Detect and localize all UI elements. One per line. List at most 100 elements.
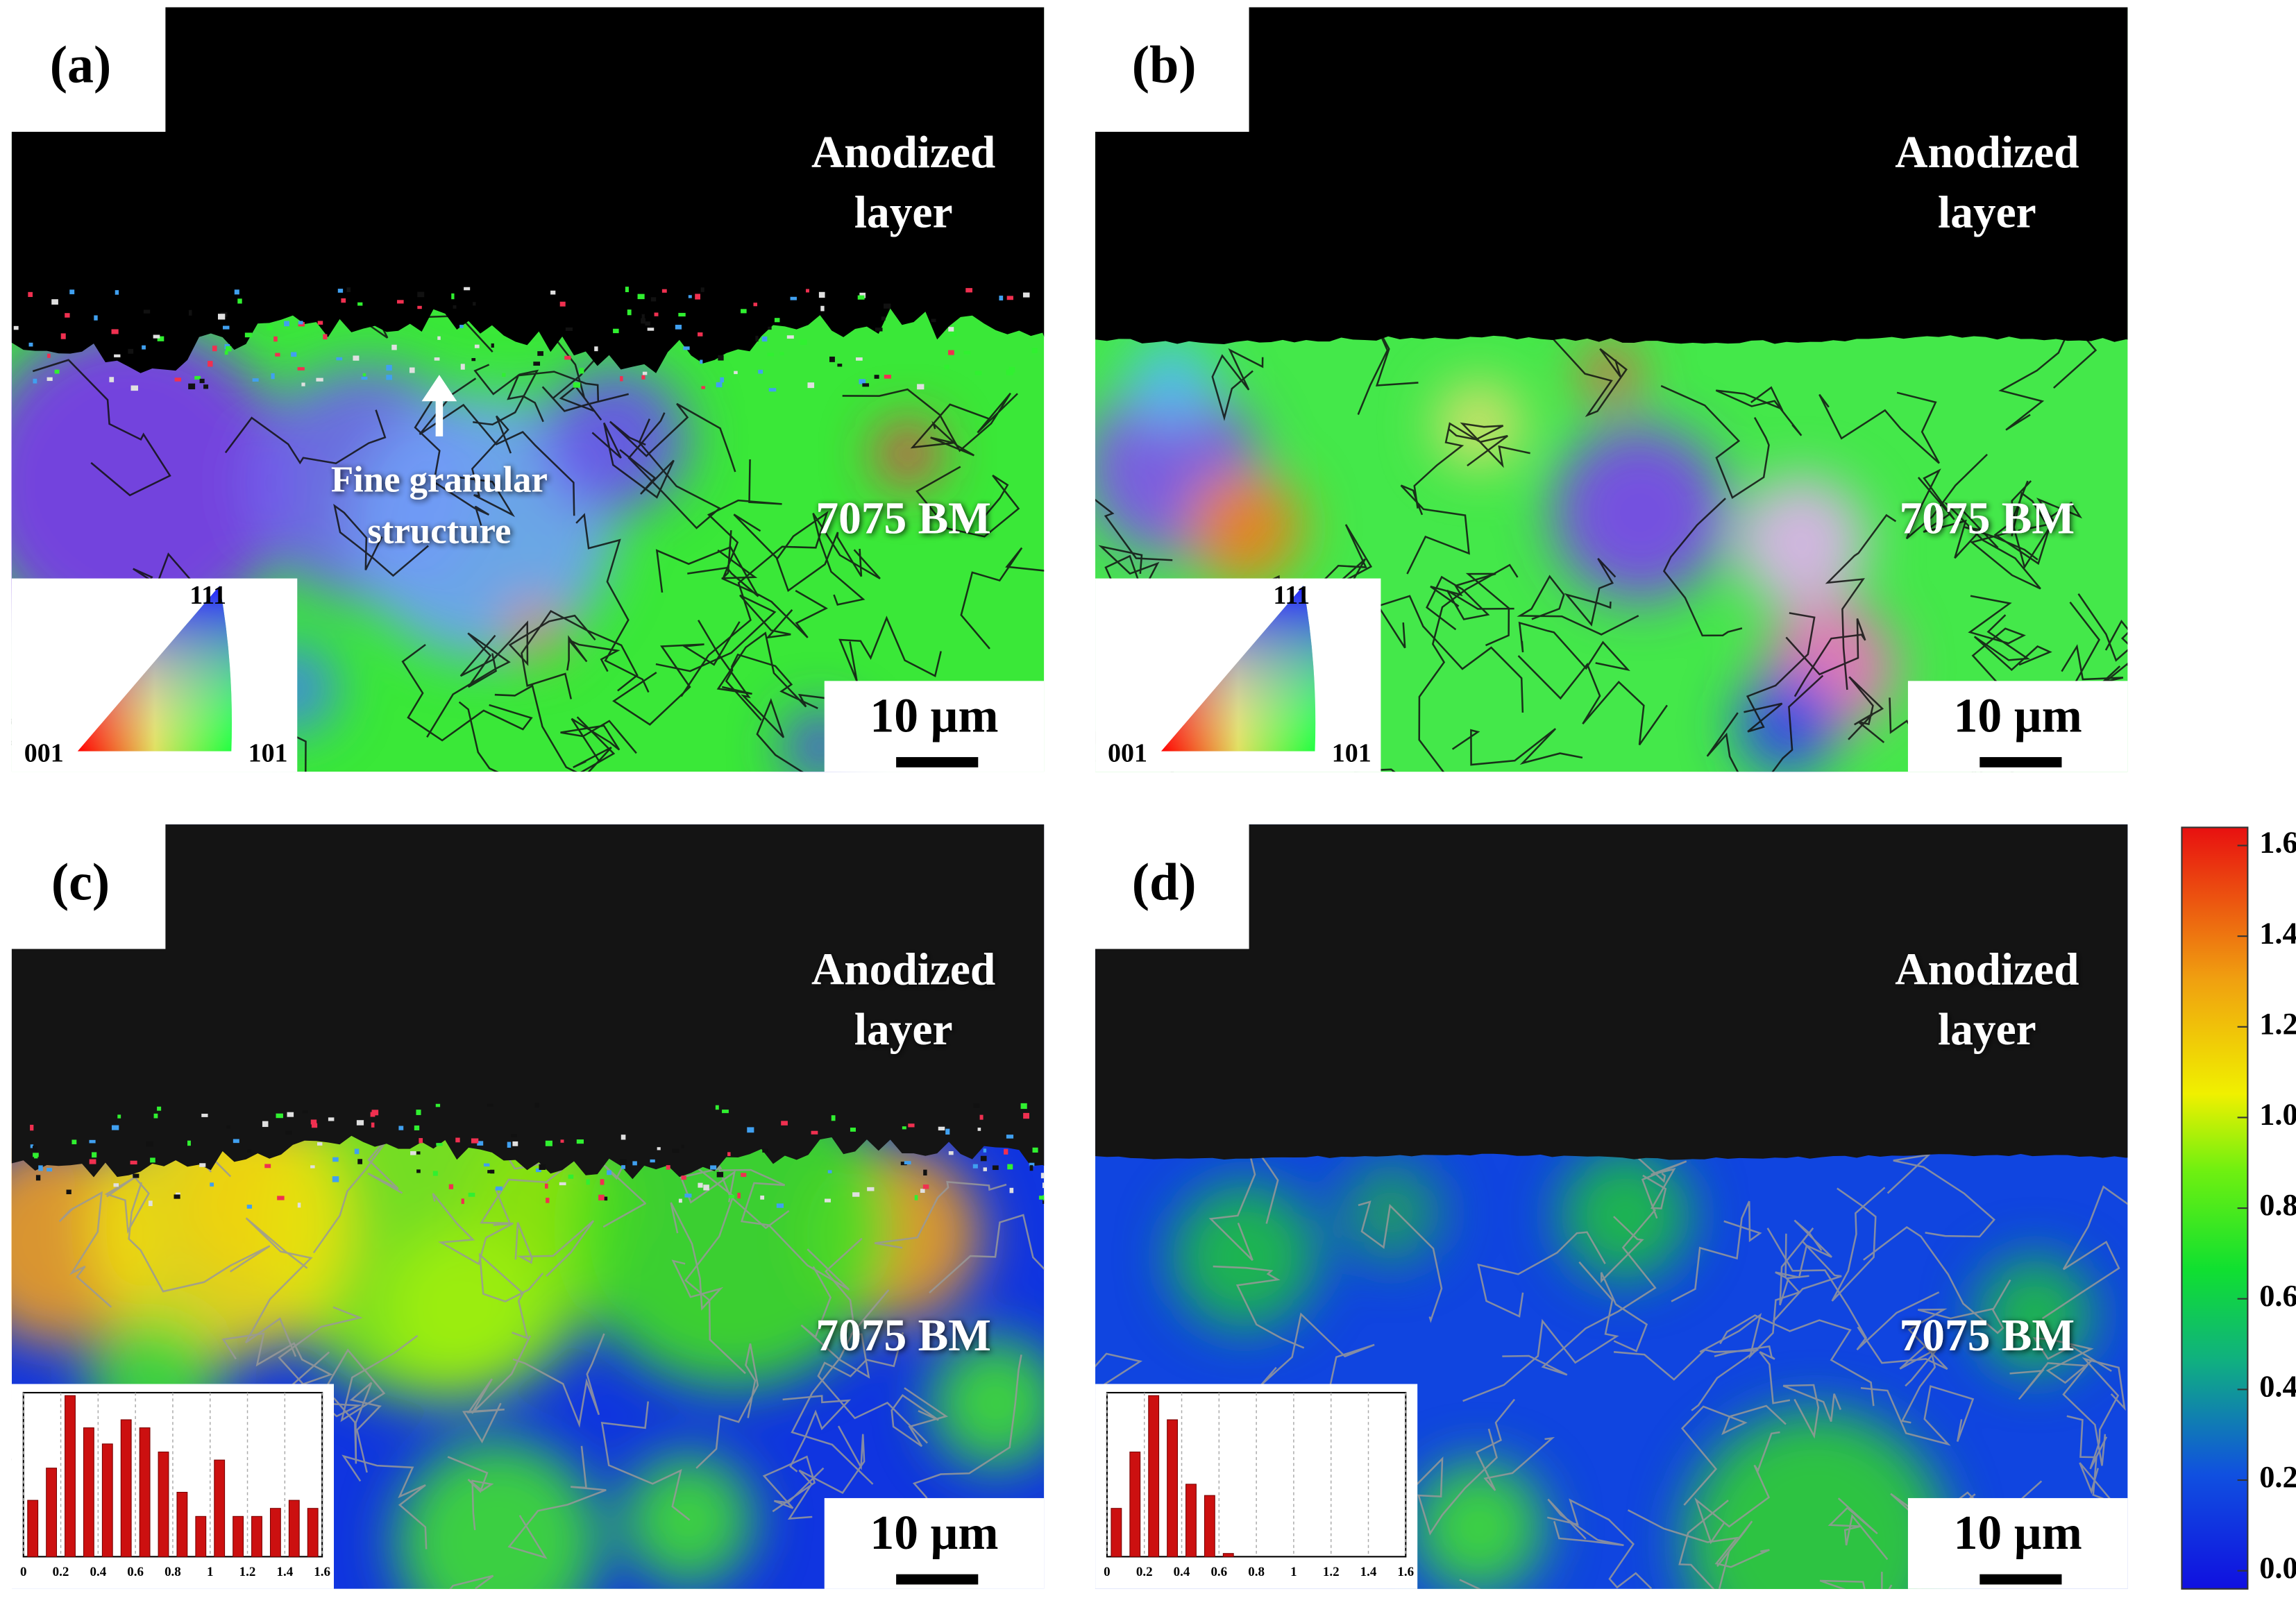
grain-boundary [1680,1404,1787,1506]
particle [539,1164,546,1170]
grain-boundary [2066,1415,2116,1504]
particle [33,378,37,384]
particle [65,313,70,318]
particle [604,1196,608,1201]
particle [753,303,758,307]
particle [89,1159,96,1164]
scale-box [824,1497,1045,1589]
hist-bar [269,1508,281,1557]
particle [645,321,650,326]
particle [650,297,657,302]
particle [1006,296,1013,300]
particle [357,302,363,306]
particle [786,335,794,339]
particle [128,348,134,354]
particle [666,1165,670,1170]
layer-text: Anodized [811,944,995,994]
layer-text: Anodized [1895,944,2079,994]
grain-boundary [655,594,793,672]
grain-boundary [812,513,881,606]
particle [455,1137,460,1143]
particle [600,1179,605,1185]
particle [54,369,60,374]
particle [923,1169,927,1175]
particle [212,346,217,352]
particle [767,353,775,357]
grain-boundary [782,1395,852,1472]
particle [977,1128,981,1131]
particle [28,291,33,297]
particle [576,1139,584,1144]
particle [507,1141,512,1148]
particle [66,1189,71,1195]
particle [698,332,703,337]
particle [150,1157,155,1163]
grain-boundary [473,364,539,426]
particle [1043,1195,1045,1200]
particle [246,1205,253,1209]
grain-boundary [1517,575,1639,636]
anodized-layer [1095,7,2128,344]
particle [938,1126,945,1131]
ipf-label: 101 [248,739,288,768]
colorbar-tick-label: 1.2 [2259,1007,2296,1041]
particle [188,383,196,390]
hist-tick-label: 1.4 [1360,1565,1377,1579]
particle [544,1183,548,1189]
hist-bar [195,1515,207,1557]
hist-bar [1167,1419,1178,1557]
particle [117,1114,121,1119]
particle [362,373,366,377]
particle [262,1121,269,1128]
particle [114,354,121,357]
label-box [0,817,166,949]
particle [737,1192,741,1199]
grain-boundary [1863,1225,2011,1334]
particle [316,1142,323,1146]
grain-boundary [929,1214,1045,1294]
particle [336,357,343,361]
particle [291,352,297,357]
grain-boundary [1098,545,1160,595]
particle [276,1113,283,1119]
hist-bar [233,1515,244,1557]
particle [187,1140,191,1146]
particle [464,287,471,291]
particle [875,328,883,332]
grain-boundary [1260,1312,1375,1395]
colorbar [2181,826,2249,1590]
particle [1004,1148,1008,1155]
hist-tick-label: 1.6 [1397,1565,1414,1579]
particle [471,358,476,362]
grain-boundary [58,1191,112,1308]
particle [701,386,705,389]
particle [512,1141,518,1146]
grain-boundary [670,1202,724,1311]
panel: (c) Anodized layer 7075 BM 10 µm 0 0.2 0.4 0.6 0.… [0,817,1045,1589]
particle [741,309,747,314]
material-text: 7075 BM [1900,493,2075,543]
grain-boundary [575,513,650,693]
grain-boundary [627,412,721,529]
particle [535,1168,541,1173]
particle [275,353,280,357]
panel: (a) Anodized layer 7075 BM Fine granular stru… [0,0,1045,772]
grain-boundary [332,1382,382,1473]
particle [641,375,645,380]
grain-boundary [1886,1153,1995,1238]
blob [380,1227,542,1389]
particle [867,1187,875,1191]
particle [153,1113,158,1119]
particle [827,1170,832,1173]
blob [1735,673,1838,772]
grain-boundary [1564,558,1617,627]
grain-boundary [1744,612,1816,733]
particle [533,362,541,366]
particle [1022,292,1030,298]
particle [208,361,213,367]
particle [586,1179,590,1185]
grain-boundary [514,1220,595,1277]
particle [979,1114,984,1120]
grain-boundary [128,1182,271,1293]
particle [203,384,209,389]
